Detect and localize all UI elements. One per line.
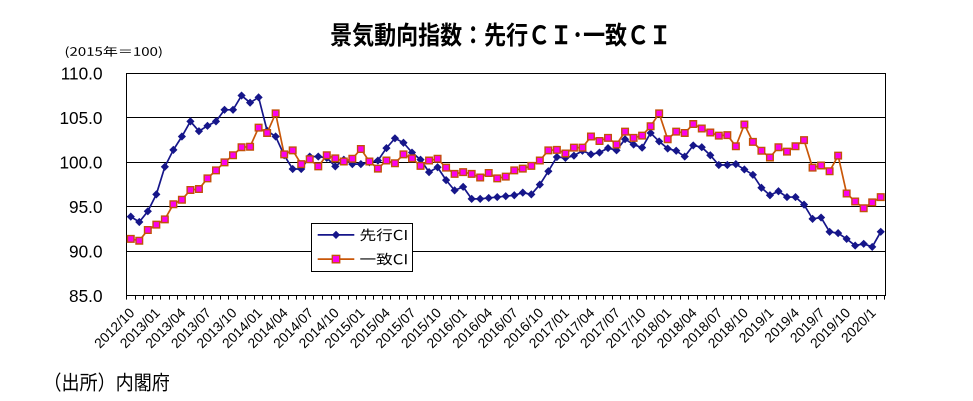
svg-text:110.0: 110.0 — [61, 64, 103, 84]
svg-text:95.0: 95.0 — [69, 197, 102, 217]
svg-text:100.0: 100.0 — [59, 153, 102, 173]
svg-text:105.0: 105.0 — [59, 108, 102, 128]
svg-text:85.0: 85.0 — [69, 286, 102, 306]
svg-text:90.0: 90.0 — [69, 242, 102, 262]
